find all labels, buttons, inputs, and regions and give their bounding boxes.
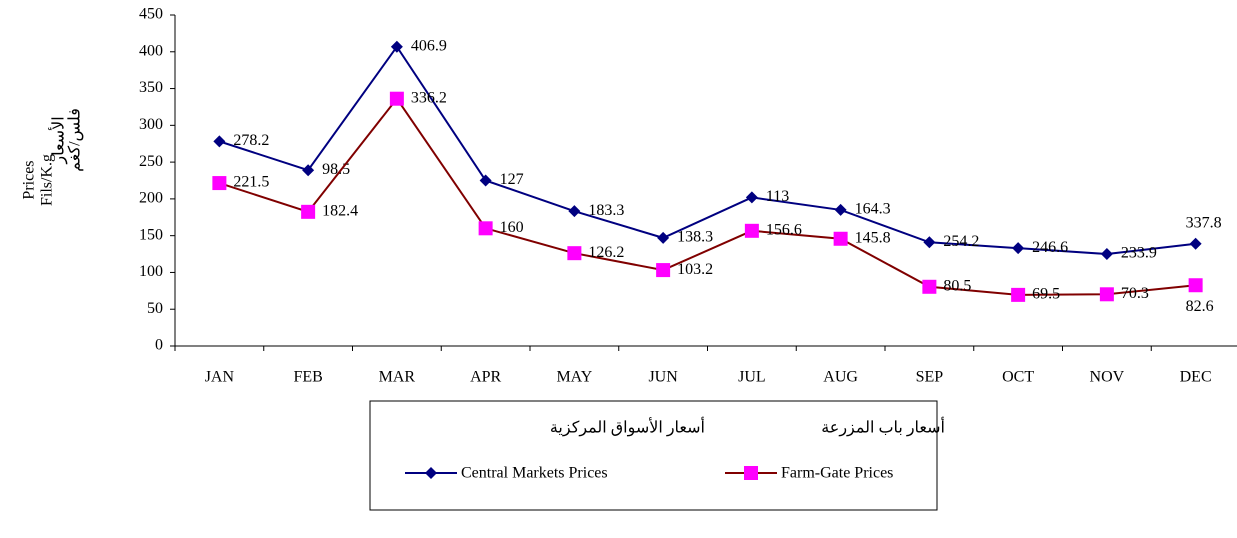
data-label: 70.3	[1121, 285, 1149, 302]
data-point	[1100, 248, 1113, 261]
data-label: 138.3	[677, 229, 713, 246]
data-point	[212, 176, 227, 191]
data-label: 160	[500, 219, 524, 236]
data-label: 103.2	[677, 261, 713, 278]
data-label: 82.6	[1186, 298, 1214, 315]
data-point	[656, 263, 671, 278]
data-point	[301, 204, 316, 219]
data-point	[478, 221, 493, 236]
data-label: 164.3	[855, 201, 891, 218]
data-point	[213, 135, 226, 148]
data-point	[1011, 287, 1026, 302]
data-point	[1188, 278, 1203, 293]
legend-header: أسعار باب المزرعة	[821, 417, 945, 437]
data-label: 183.3	[588, 202, 624, 219]
data-label: 233.9	[1121, 245, 1157, 262]
legend-label: Farm-Gate Prices	[781, 465, 893, 482]
series-line	[219, 97, 1196, 296]
data-label: 80.5	[943, 277, 971, 294]
x-tick-label: JUN	[648, 369, 678, 386]
data-point	[745, 191, 758, 204]
x-tick-label: DEC	[1180, 369, 1212, 386]
data-point	[833, 231, 848, 246]
y-tick-label: 100	[139, 263, 163, 280]
x-tick-label: OCT	[1002, 369, 1034, 386]
data-label: 278.2	[233, 132, 269, 149]
data-label: 69.5	[1032, 286, 1060, 303]
data-point	[922, 279, 937, 294]
x-tick-label: APR	[470, 369, 501, 386]
data-point	[390, 40, 403, 53]
data-label: 221.5	[233, 174, 269, 191]
y-tick-label: 450	[139, 6, 163, 23]
data-label: 126.2	[588, 244, 624, 261]
y-tick-label: 400	[139, 42, 163, 59]
data-point	[744, 223, 759, 238]
legend-box	[369, 400, 938, 511]
x-tick-label: FEB	[293, 369, 322, 386]
data-label: 336.2	[411, 89, 447, 106]
data-point	[1189, 237, 1202, 250]
data-point	[389, 91, 404, 106]
series-line	[219, 44, 1196, 256]
data-label: 98.5	[322, 161, 350, 178]
data-label: 113	[766, 188, 789, 205]
y-axis-label: Fils/K.g	[39, 154, 56, 206]
y-tick-label: 150	[139, 226, 163, 243]
y-tick-label: 300	[139, 116, 163, 133]
x-tick-label: SEP	[916, 369, 944, 386]
y-axis-label: Prices	[21, 160, 38, 199]
y-tick-label: 350	[139, 79, 163, 96]
y-axis-label: الأسعار	[49, 116, 68, 164]
data-point	[1099, 287, 1114, 302]
data-point	[479, 174, 492, 187]
data-point	[568, 205, 581, 218]
y-axis-label: فلس/كغم	[67, 108, 84, 172]
y-tick-label: 200	[139, 190, 163, 207]
data-label: 156.6	[766, 221, 802, 238]
data-point	[567, 246, 582, 261]
y-tick-label: 0	[155, 337, 163, 354]
data-label: 145.8	[855, 229, 891, 246]
y-tick-label: 250	[139, 153, 163, 170]
x-tick-label: JUL	[738, 369, 766, 386]
legend-header: أسعار الأسواق المركزية	[550, 417, 705, 437]
data-label: 182.4	[322, 203, 358, 220]
legend-marker	[744, 466, 758, 480]
data-label: 254.2	[943, 233, 979, 250]
data-label: 127	[500, 171, 524, 188]
legend-label: Central Markets Prices	[461, 465, 608, 482]
data-label: 246.6	[1032, 239, 1068, 256]
legend-marker	[425, 467, 437, 479]
data-point	[657, 231, 670, 244]
y-tick-label: 50	[147, 300, 163, 317]
x-tick-label: MAR	[379, 369, 416, 386]
x-tick-label: AUG	[823, 369, 858, 386]
x-tick-label: JAN	[205, 369, 235, 386]
data-label: 406.9	[411, 37, 447, 54]
data-point	[834, 203, 847, 216]
data-label: 337.8	[1186, 214, 1222, 231]
data-point	[1012, 242, 1025, 255]
data-point	[302, 164, 315, 177]
data-point	[923, 236, 936, 249]
x-tick-label: MAY	[556, 369, 592, 386]
x-tick-label: NOV	[1090, 369, 1125, 386]
